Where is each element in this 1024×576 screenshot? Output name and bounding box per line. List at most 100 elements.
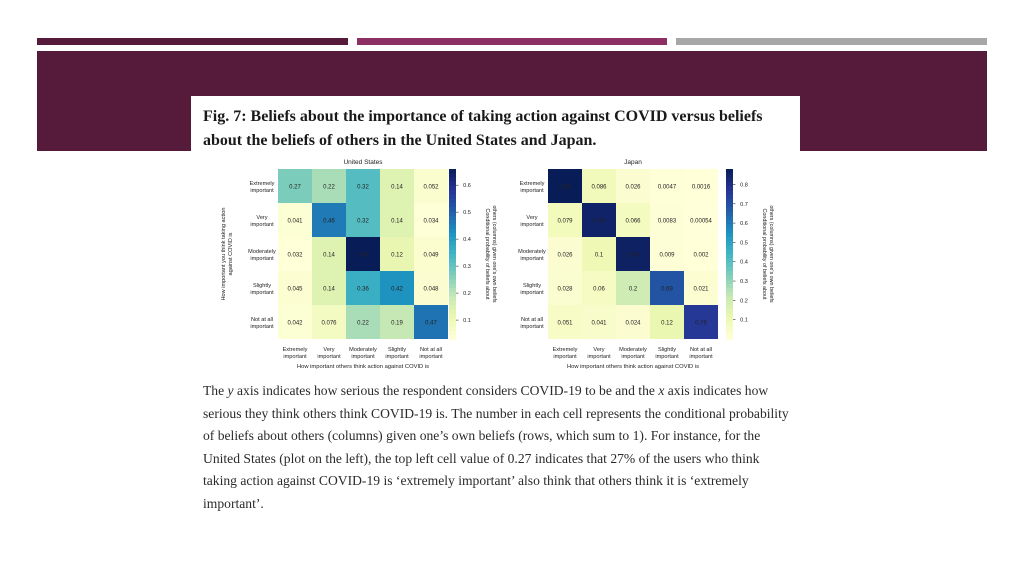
jp-colorbar-segment bbox=[726, 186, 733, 191]
jp-colorbar-segment bbox=[726, 173, 733, 179]
figure-panel: Fig. 7: Beliefs about the importance of … bbox=[191, 96, 800, 521]
us-heatmap-cell bbox=[312, 237, 346, 271]
jp-row-label: Extremely bbox=[520, 181, 545, 187]
us-colorbar-segment bbox=[449, 211, 456, 217]
us-cell-label: 0.14 bbox=[391, 185, 403, 191]
us-heatmap-cell bbox=[380, 169, 414, 203]
jp-heatmap-cell bbox=[548, 203, 582, 237]
us-colorbar-label: Conditional probability of beliefs about bbox=[484, 208, 490, 300]
jp-cell-label: 0.86 bbox=[627, 253, 639, 259]
us-row-label: important bbox=[250, 290, 274, 296]
us-heatmap-cell bbox=[346, 271, 380, 305]
jp-cell-label: 0.079 bbox=[557, 219, 573, 225]
us-col-label: important bbox=[351, 354, 375, 360]
jp-row-label: Not at all bbox=[521, 317, 543, 323]
us-cell-label: 0.12 bbox=[391, 253, 403, 259]
us-col-label: Very bbox=[323, 347, 334, 353]
us-colorbar-tick-label: 0.1 bbox=[463, 318, 471, 324]
us-cell-label: 0.14 bbox=[323, 253, 335, 259]
us-heatmap-cell bbox=[278, 169, 312, 203]
jp-colorbar-segment bbox=[726, 194, 733, 200]
us-heatmap-cell bbox=[312, 271, 346, 305]
us-heatmap-cell bbox=[414, 237, 448, 271]
us-heatmap-cell bbox=[414, 305, 448, 339]
jp-cell-label: 0.00054 bbox=[690, 219, 712, 225]
us-heatmap-cell bbox=[380, 305, 414, 339]
jp-col-label: Moderately bbox=[619, 347, 647, 353]
us-chart-title: United States bbox=[343, 159, 383, 166]
us-col-label: important bbox=[419, 354, 443, 360]
jp-colorbar-segment bbox=[726, 237, 733, 242]
jp-cell-label: 0.2 bbox=[629, 287, 638, 293]
us-y-axis-label: How important you think taking action bbox=[221, 208, 227, 301]
jp-heatmap-cell bbox=[582, 237, 616, 271]
jp-colorbar-segment bbox=[726, 271, 733, 276]
jp-colorbar-segment bbox=[726, 300, 733, 306]
jp-cell-label: 0.88 bbox=[559, 185, 571, 191]
us-x-axis-label: How important others think action agains… bbox=[297, 364, 429, 370]
us-cell-label: 0.32 bbox=[357, 185, 369, 191]
top-accent-bar-dark bbox=[37, 38, 348, 45]
jp-col-label: Very bbox=[593, 347, 604, 353]
jp-colorbar-tick-label: 0.2 bbox=[740, 298, 748, 304]
jp-row-label: Moderately bbox=[518, 249, 546, 255]
jp-colorbar-segment bbox=[726, 258, 733, 264]
jp-colorbar-tick-label: 0.7 bbox=[740, 202, 748, 208]
jp-heatmap-cell bbox=[548, 305, 582, 339]
jp-colorbar-segment bbox=[726, 266, 733, 272]
us-colorbar-segment bbox=[449, 181, 456, 187]
us-cell-label: 0.32 bbox=[357, 219, 369, 225]
jp-heatmap-cell bbox=[616, 271, 650, 305]
jp-heatmap-cell bbox=[650, 305, 684, 339]
jp-cell-label: 0.009 bbox=[659, 253, 675, 259]
jp-row-label: important bbox=[520, 324, 544, 330]
jp-cell-label: 0.1 bbox=[595, 253, 604, 259]
us-row-label: Extremely bbox=[250, 181, 275, 187]
us-colorbar-segment bbox=[449, 220, 456, 225]
us-colorbar-segment bbox=[449, 292, 456, 298]
jp-heatmap-cell bbox=[650, 237, 684, 271]
jp-cell-label: 0.76 bbox=[695, 321, 707, 327]
jp-heatmap-cell bbox=[548, 169, 582, 203]
jp-heatmap-cell bbox=[616, 237, 650, 271]
jp-row-label: important bbox=[520, 290, 544, 296]
us-colorbar-segment bbox=[449, 224, 456, 230]
us-colorbar-segment bbox=[449, 300, 456, 306]
jp-cell-label: 0.12 bbox=[661, 321, 673, 327]
jp-colorbar-tick-label: 0.8 bbox=[740, 182, 748, 188]
jp-cell-label: 0.06 bbox=[593, 287, 605, 293]
jp-colorbar-segment bbox=[726, 283, 733, 289]
jp-col-label: important bbox=[689, 354, 713, 360]
caption-part-2: axis indicates how serious the responden… bbox=[233, 383, 659, 398]
jp-colorbar-segment bbox=[726, 211, 733, 217]
us-colorbar-tick-label: 0.2 bbox=[463, 291, 471, 297]
us-cell-label: 0.042 bbox=[287, 321, 303, 327]
us-cell-label: 0.27 bbox=[289, 185, 301, 191]
us-heatmap-cell bbox=[312, 169, 346, 203]
us-heatmap-cell bbox=[414, 271, 448, 305]
us-colorbar-segment bbox=[449, 266, 456, 272]
jp-colorbar-segment bbox=[726, 198, 733, 204]
us-colorbar-segment bbox=[449, 241, 456, 247]
jp-colorbar-segment bbox=[726, 262, 733, 268]
us-cell-label: 0.14 bbox=[391, 219, 403, 225]
us-colorbar-segment bbox=[449, 198, 456, 204]
jp-heatmap-cell bbox=[582, 271, 616, 305]
jp-heatmap-cell bbox=[684, 169, 718, 203]
jp-colorbar-segment bbox=[726, 296, 733, 302]
jp-heatmap-cell bbox=[616, 203, 650, 237]
us-heatmap-cell bbox=[346, 169, 380, 203]
jp-colorbar-segment bbox=[726, 249, 733, 255]
jp-cell-label: 0.69 bbox=[661, 287, 673, 293]
us-colorbar-segment bbox=[449, 334, 456, 340]
jp-col-label: important bbox=[553, 354, 577, 360]
us-row-label: Not at all bbox=[251, 317, 273, 323]
us-heatmap-cell bbox=[278, 237, 312, 271]
jp-colorbar-segment bbox=[726, 334, 733, 340]
jp-colorbar-segment bbox=[726, 190, 733, 196]
us-cell-label: 0.045 bbox=[287, 287, 303, 293]
us-colorbar-segment bbox=[449, 207, 456, 213]
jp-col-label: important bbox=[621, 354, 645, 360]
us-colorbar-segment bbox=[449, 305, 456, 310]
jp-cell-label: 0.026 bbox=[625, 185, 641, 191]
